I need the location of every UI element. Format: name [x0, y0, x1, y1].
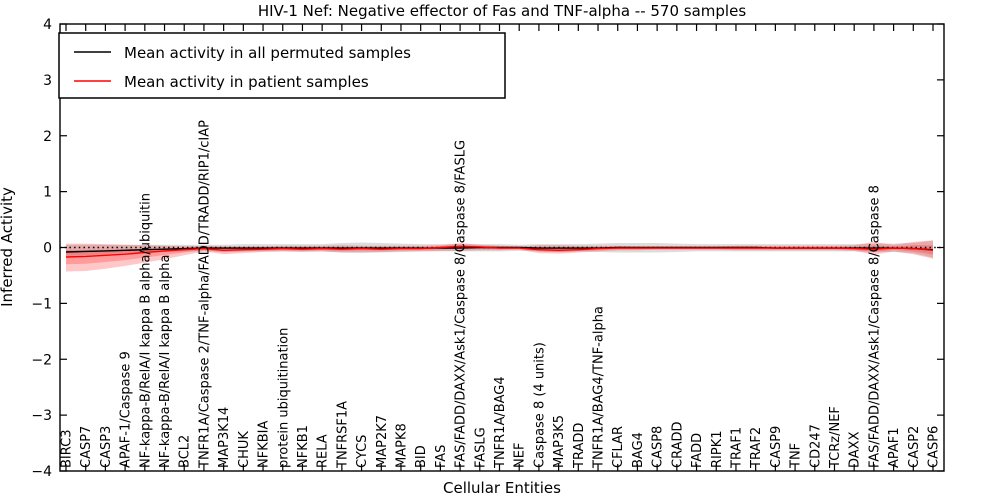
x-tick-label: FAS [434, 445, 449, 468]
legend-permuted-label: Mean activity in all permuted samples [124, 44, 411, 62]
x-tick-label: NFKBIA [257, 421, 272, 468]
x-tick-label: TNFR1A/BAG4 [493, 376, 508, 469]
x-tick-label: TRAF1 [729, 427, 744, 469]
x-tick-label: TNFR1A/BAG4/TNF-alpha [592, 306, 607, 469]
x-tick-label: TNFR1A/Caspase 2/TNF-alpha/FADD/TRADD/RI… [197, 120, 212, 469]
patient-mean-line [65, 245, 934, 258]
x-tick-label: MAP2K7 [375, 415, 390, 468]
x-tick-label: FAS/FADD/DAXX/Ask1/Caspase 8/Caspase 8 [867, 185, 882, 468]
plot-frame [59, 23, 945, 472]
x-tick-label: CD247 [808, 424, 823, 468]
y-tick-label: 1 [43, 185, 52, 201]
x-tick-label: BIRC3 [60, 430, 75, 469]
mean-activity-lines [65, 245, 934, 258]
y-tick-label: −3 [31, 408, 52, 424]
y-axis-label: Inferred Activity [0, 187, 16, 307]
chart-title: HIV-1 Nef: Negative effector of Fas and … [258, 2, 746, 20]
x-tick-label: protein ubiquitination [276, 328, 291, 468]
axis-ticks [60, 23, 944, 472]
x-tick-label: CASP3 [99, 426, 114, 468]
x-axis-label: Cellular Entities [443, 479, 561, 497]
x-tick-label: CFLAR [611, 426, 626, 468]
x-tick-label: BID [414, 445, 429, 468]
x-tick-label: CYCS [355, 435, 370, 468]
y-tick-label: −4 [31, 464, 52, 480]
x-tick-label: MAP3K14 [217, 407, 232, 468]
x-tick-label: RELA [316, 434, 331, 468]
x-tick-label: CASP9 [769, 426, 784, 468]
x-tick-label: RIPK1 [710, 430, 725, 468]
x-tick-label: CHUK [237, 431, 252, 468]
x-tick-label: BAG4 [631, 432, 646, 468]
x-tick-label: Caspase 8 (4 units) [532, 342, 547, 468]
x-tick-label: FADD [690, 433, 705, 468]
x-tick-label: CASP2 [907, 426, 922, 468]
x-tick-label: FASLG [473, 427, 488, 468]
legend-patient-label: Mean activity in patient samples [124, 73, 369, 91]
legend: Mean activity in all permuted samples Me… [58, 32, 506, 99]
x-tick-labels: BIRC3 CASP7 CASP3 APAF-1/Caspase 9 NF-kappa-… [60, 120, 942, 469]
x-tick-label: APAF1 [887, 427, 902, 468]
y-tick-label: −1 [31, 296, 52, 312]
x-tick-label: NF-kappa-B/RelA/I kappa B alpha [158, 255, 173, 468]
permuted-confidence-band [66, 240, 933, 258]
x-tick-label: FAS/FADD/DAXX/Ask1/Caspase 8/Caspase 8/F… [454, 140, 469, 468]
x-tick-label: DAXX [848, 431, 863, 468]
y-tick-label: 3 [43, 73, 52, 89]
x-tick-label: APAF-1/Caspase 9 [119, 351, 134, 468]
x-tick-label: MAPK8 [394, 423, 409, 468]
x-tick-label: CASP7 [79, 426, 94, 468]
x-tick-label: NFKB1 [296, 425, 311, 468]
x-tick-label: TRAF2 [749, 427, 764, 469]
patient-confidence-band-inner [66, 244, 933, 265]
y-tick-label: 0 [43, 241, 52, 257]
x-tick-label: NEF [513, 443, 528, 468]
y-tick-labels: −4 −3 −2 −1 0 1 2 3 4 [31, 17, 52, 480]
confidence-bands [66, 240, 933, 272]
x-tick-label: NF-kappa-B/RelA/I kappa B alpha/ubiquiti… [138, 193, 153, 468]
y-tick-label: −2 [31, 352, 52, 368]
x-tick-label: CRADD [670, 422, 685, 469]
x-tick-label: BCL2 [178, 435, 193, 468]
y-tick-label: 2 [43, 129, 52, 145]
x-tick-label: CASP8 [651, 426, 666, 468]
x-tick-label: TCRz/NEF [828, 406, 843, 469]
x-tick-label: TNFRSF1A [335, 401, 350, 469]
x-tick-label: CASP6 [927, 426, 942, 468]
x-tick-label: TRADD [572, 423, 587, 469]
y-tick-label: 4 [43, 17, 52, 33]
legend-box [58, 32, 506, 99]
x-tick-label: MAP3K5 [552, 415, 567, 468]
x-tick-label: TNF [789, 443, 804, 469]
